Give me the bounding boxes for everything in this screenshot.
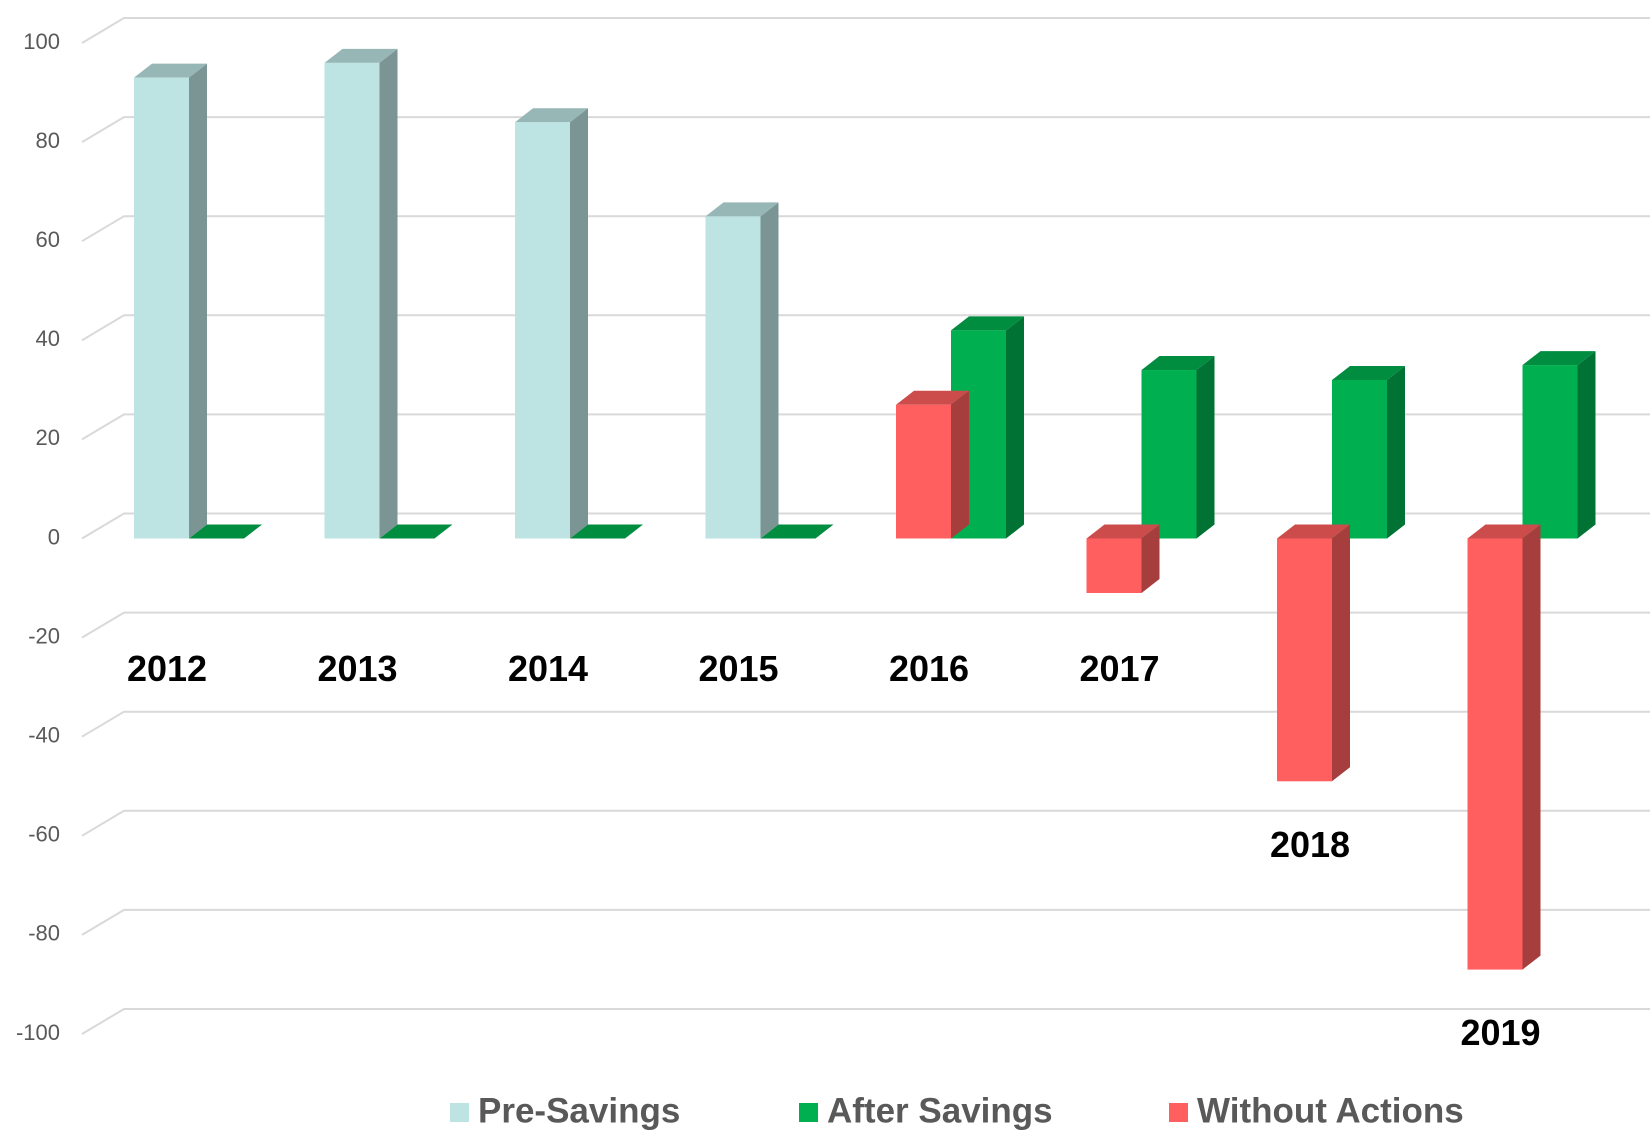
bar-side bbox=[1387, 365, 1405, 539]
grid-line bbox=[81, 710, 1650, 738]
y-tick-label: 80 bbox=[36, 128, 60, 153]
bar bbox=[324, 48, 398, 539]
legend-swatch bbox=[1169, 1103, 1188, 1122]
bar-side bbox=[951, 390, 969, 539]
bar bbox=[1277, 524, 1350, 782]
bar-front bbox=[134, 77, 189, 539]
y-tick-label: 20 bbox=[36, 425, 60, 450]
bar-side bbox=[1006, 316, 1024, 539]
bar bbox=[515, 108, 588, 539]
bar bbox=[189, 524, 262, 539]
bar-top bbox=[324, 48, 398, 63]
bar-side bbox=[1522, 524, 1541, 970]
legend-label: After Savings bbox=[827, 1091, 1053, 1130]
y-tick-label: -60 bbox=[28, 822, 60, 847]
bar-side bbox=[1141, 524, 1160, 594]
bar-front bbox=[1332, 379, 1387, 539]
bar-side bbox=[189, 63, 207, 539]
bar-front bbox=[1522, 365, 1578, 539]
bar-side bbox=[570, 108, 588, 539]
bar-side bbox=[1332, 524, 1350, 782]
grid-line bbox=[81, 908, 1650, 936]
x-tick-label: 2016 bbox=[889, 648, 969, 689]
grid-line bbox=[81, 809, 1650, 837]
bar-front bbox=[896, 404, 951, 539]
bar bbox=[1086, 524, 1160, 594]
bar-top bbox=[705, 202, 779, 217]
y-tick-label: -20 bbox=[28, 623, 60, 648]
bar-front bbox=[515, 122, 570, 539]
bar bbox=[1467, 524, 1541, 970]
bar-top bbox=[1277, 524, 1350, 539]
legend-label: Without Actions bbox=[1197, 1091, 1464, 1130]
bar-top bbox=[1086, 524, 1160, 539]
grid-line bbox=[81, 512, 1650, 540]
bar bbox=[705, 202, 779, 539]
bar-top bbox=[189, 524, 262, 539]
bar-top bbox=[1467, 524, 1541, 539]
bar-front bbox=[1086, 538, 1142, 594]
legend-label: Pre-Savings bbox=[478, 1091, 680, 1130]
bar-side bbox=[760, 202, 779, 539]
bar-top bbox=[515, 108, 588, 123]
bar bbox=[1332, 365, 1405, 539]
y-tick-label: -100 bbox=[16, 1020, 60, 1045]
bar-side bbox=[379, 48, 398, 539]
y-tick-label: 100 bbox=[23, 29, 60, 54]
bar bbox=[896, 390, 969, 539]
bar bbox=[760, 524, 834, 539]
bar bbox=[1141, 356, 1215, 539]
bar-top bbox=[896, 390, 969, 405]
bar-top bbox=[379, 524, 453, 539]
x-tick-label: 2019 bbox=[1460, 1012, 1540, 1053]
grid-line bbox=[81, 314, 1650, 342]
y-tick-label: 40 bbox=[36, 326, 60, 351]
bar-top bbox=[570, 524, 643, 539]
legend-swatch bbox=[450, 1103, 469, 1122]
bar-front bbox=[1467, 538, 1523, 970]
grid-line bbox=[81, 116, 1650, 143]
grid-line bbox=[81, 1008, 1650, 1035]
bar-top bbox=[134, 63, 207, 78]
grid-line bbox=[81, 17, 1650, 44]
bar-front bbox=[324, 62, 380, 539]
bar-front bbox=[1277, 538, 1332, 782]
legend-swatch bbox=[799, 1103, 818, 1122]
bar-top bbox=[1332, 365, 1405, 380]
bar-top bbox=[1141, 356, 1215, 371]
grid-line bbox=[81, 413, 1650, 441]
y-tick-label: 60 bbox=[36, 227, 60, 252]
x-tick-label: 2015 bbox=[698, 648, 778, 689]
x-tick-label: 2013 bbox=[317, 648, 397, 689]
x-tick-label: 2014 bbox=[508, 648, 588, 689]
y-tick-label: -40 bbox=[28, 723, 60, 748]
y-tick-label: -80 bbox=[28, 921, 60, 946]
bar-top bbox=[951, 316, 1024, 331]
x-tick-label: 2012 bbox=[127, 648, 207, 689]
grid-line bbox=[81, 611, 1650, 639]
bar bbox=[134, 63, 207, 539]
bar-side bbox=[1577, 351, 1596, 539]
bar-front bbox=[1141, 370, 1197, 539]
bar-top bbox=[760, 524, 834, 539]
bar-top bbox=[1522, 351, 1596, 366]
grid-line bbox=[81, 215, 1650, 243]
bar bbox=[1522, 351, 1596, 539]
bar-side bbox=[1196, 356, 1215, 539]
x-tick-label: 2018 bbox=[1270, 824, 1350, 865]
y-tick-label: 0 bbox=[48, 524, 60, 549]
bar bbox=[570, 524, 643, 539]
bar-front bbox=[705, 216, 761, 539]
x-tick-label: 2017 bbox=[1079, 648, 1159, 689]
bar bbox=[379, 524, 453, 539]
